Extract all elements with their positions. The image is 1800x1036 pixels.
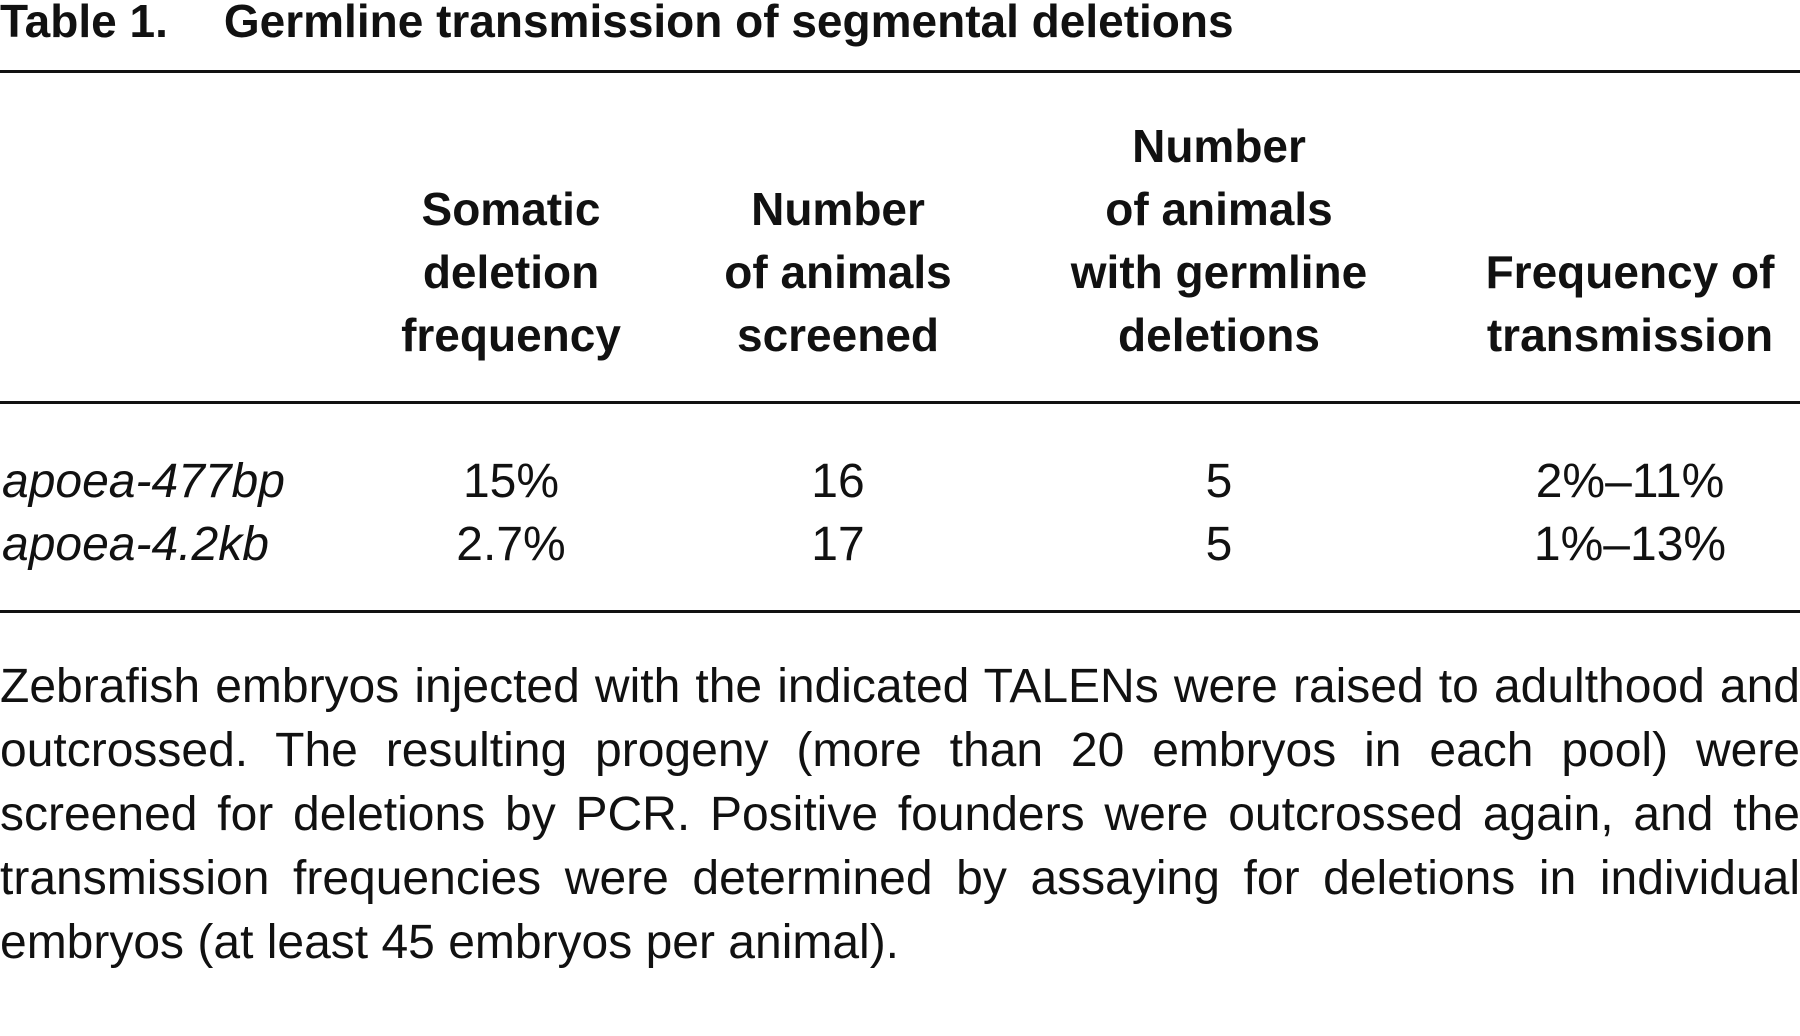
top-rule — [0, 70, 1800, 73]
title-text: Germline transmission of segmental delet… — [223, 0, 1234, 47]
cell: 2%–11% — [1535, 455, 1725, 508]
header-cell: of animals — [724, 246, 952, 298]
table-label: Table 1. — [0, 0, 168, 47]
cell: 1%–13% — [1533, 518, 1727, 571]
header-cell: with germline — [1070, 246, 1368, 298]
footnote: Zebrafish embryos injected with the indi… — [0, 660, 1800, 969]
header-cell: deletion — [422, 246, 600, 298]
bottom-rule — [0, 610, 1800, 613]
table-title: Table 1. Germline transmission of segment… — [0, 0, 1234, 48]
header-cell: screened — [736, 309, 940, 361]
row-label: apoea-4.2kb — [2, 518, 269, 571]
cell: 5 — [1205, 518, 1233, 571]
header-cell: transmission — [1486, 309, 1774, 361]
cell: 15% — [462, 455, 560, 508]
cell: 16 — [811, 455, 865, 508]
header-cell: Frequency of — [1485, 246, 1775, 298]
header-cell: Somatic — [421, 183, 601, 235]
cell: 2.7% — [456, 518, 566, 571]
cell: 17 — [811, 518, 865, 571]
header-cell: Number — [1132, 120, 1306, 172]
header-rule — [0, 401, 1800, 404]
header-cell: Number — [751, 183, 925, 235]
row-label: apoea-477bp — [2, 455, 285, 508]
header-cell: frequency — [401, 309, 621, 361]
header-cell: deletions — [1118, 309, 1320, 361]
header-cell: of animals — [1105, 183, 1333, 235]
cell: 5 — [1205, 455, 1233, 508]
